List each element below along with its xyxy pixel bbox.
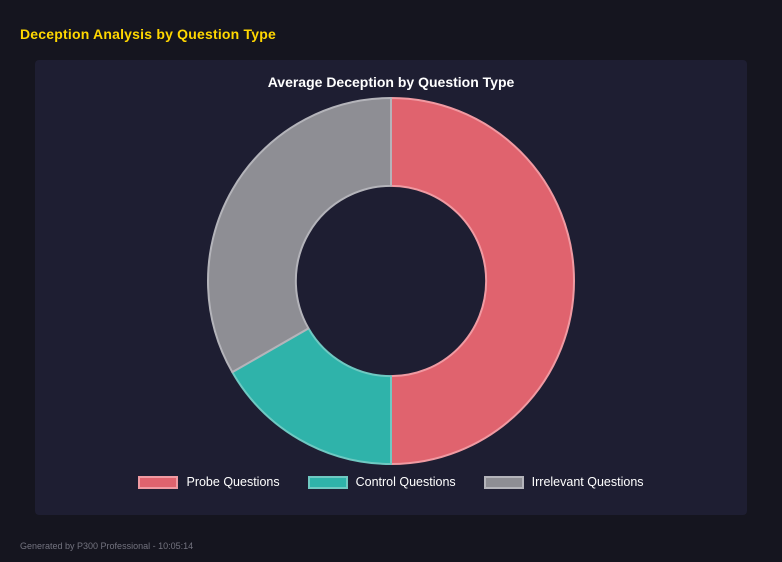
chart-legend: Probe Questions Control Questions Irreleva… bbox=[138, 475, 644, 489]
donut-chart bbox=[207, 97, 575, 465]
donut-segment-2 bbox=[207, 97, 392, 374]
legend-item-1[interactable]: Control Questions bbox=[307, 475, 456, 489]
page-footer: Generated by P300 Professional - 10:05:1… bbox=[0, 536, 782, 562]
chart-panel: Average Deception by Question Type Probe… bbox=[35, 60, 747, 515]
legend-swatch-icon bbox=[483, 475, 524, 489]
donut-chart-area bbox=[191, 92, 591, 475]
page-header: Deception Analysis by Question Type bbox=[0, 0, 782, 60]
chart-title: Average Deception by Question Type bbox=[267, 74, 515, 90]
donut-segment-0 bbox=[390, 97, 575, 465]
legend-item-2[interactable]: Irrelevant Questions bbox=[483, 475, 644, 489]
legend-label: Control Questions bbox=[355, 475, 456, 489]
footer-text: Generated by P300 Professional - 10:05:1… bbox=[20, 541, 194, 551]
page-title: Deception Analysis by Question Type bbox=[20, 26, 276, 42]
legend-swatch-icon bbox=[307, 475, 348, 489]
legend-label: Probe Questions bbox=[186, 475, 280, 489]
donut-segment-1 bbox=[231, 327, 392, 465]
legend-item-0[interactable]: Probe Questions bbox=[138, 475, 280, 489]
legend-swatch-icon bbox=[138, 475, 179, 489]
legend-label: Irrelevant Questions bbox=[531, 475, 644, 489]
